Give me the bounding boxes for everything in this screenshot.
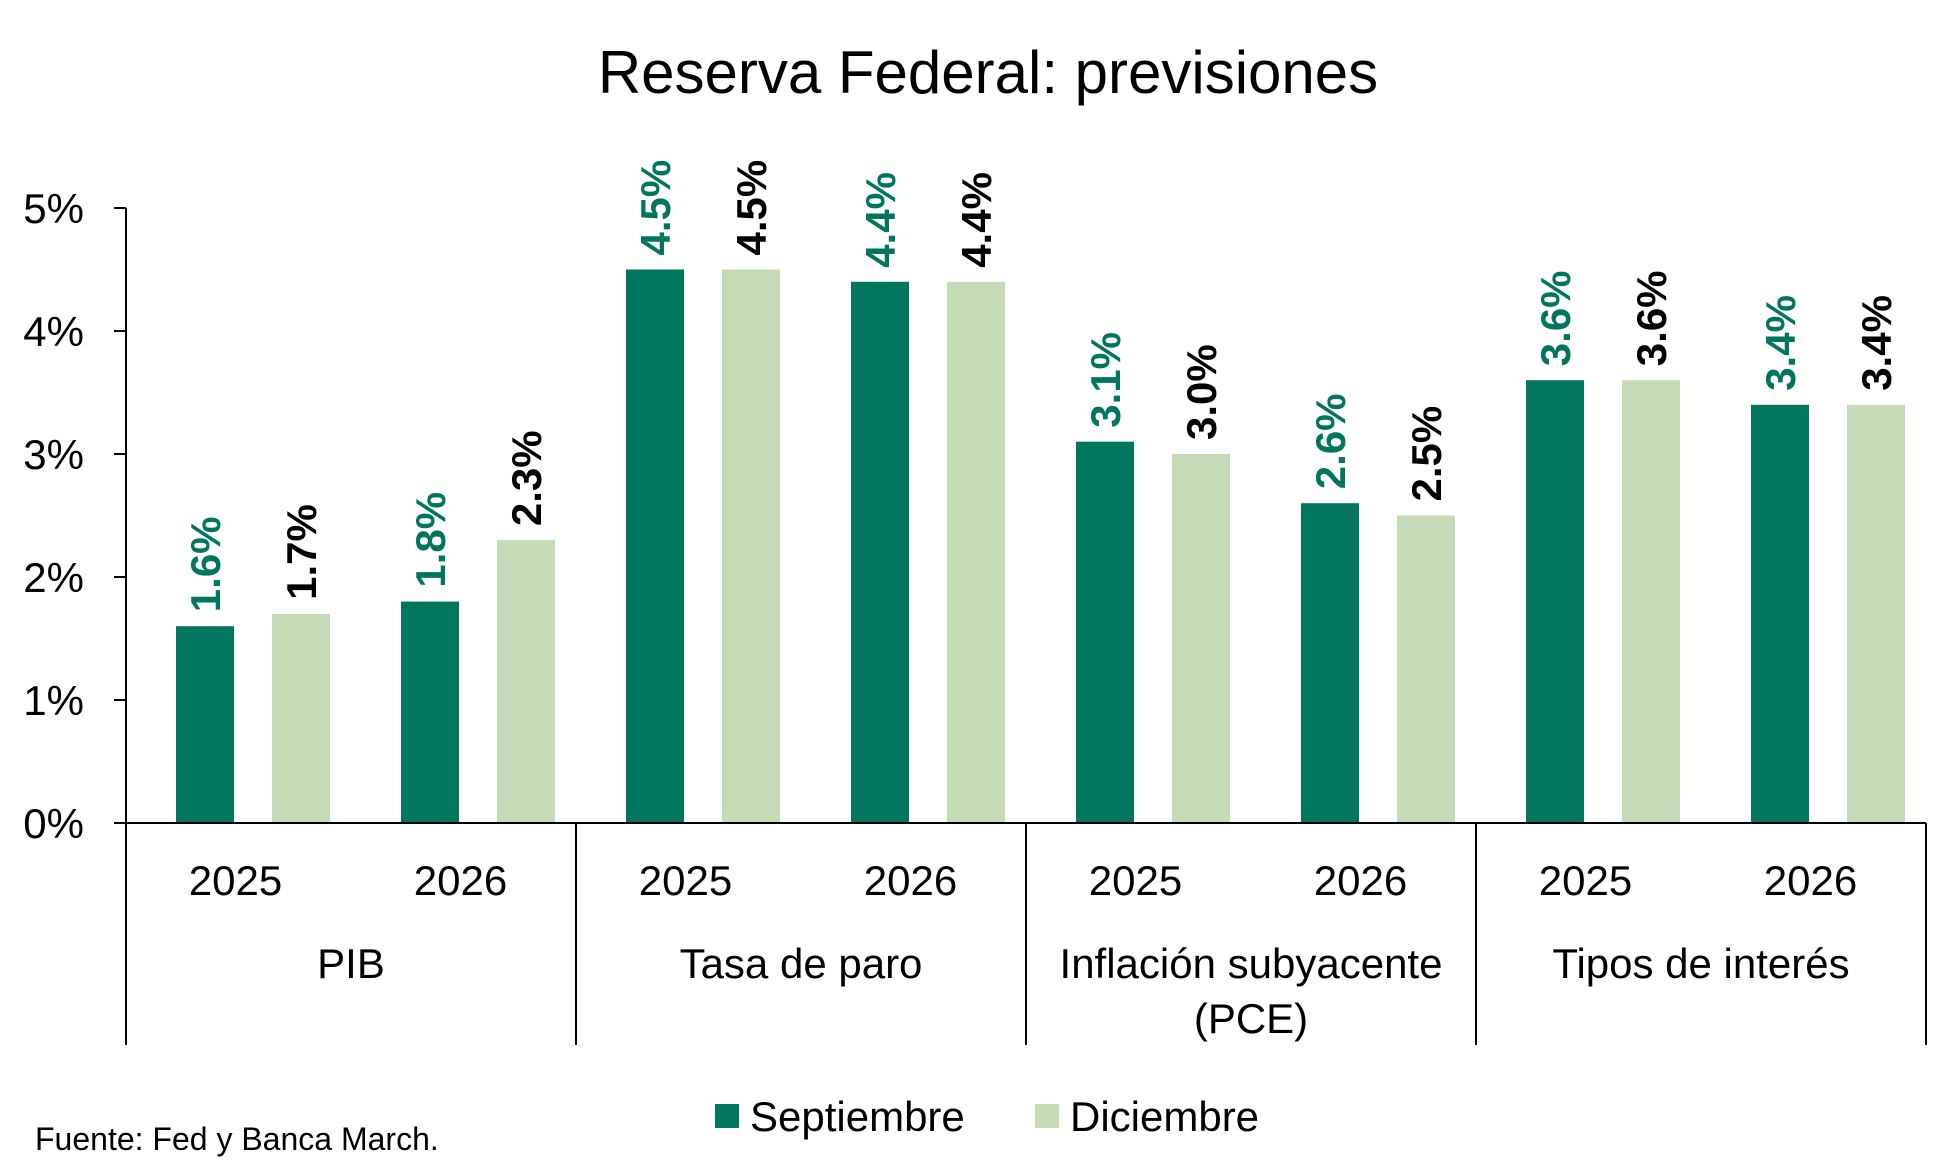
bar-diciembre bbox=[1172, 454, 1230, 823]
bars bbox=[176, 269, 1905, 823]
data-label: 3.4% bbox=[1853, 295, 1900, 391]
x-tick-label: 2025 bbox=[639, 857, 732, 904]
data-label: 3.4% bbox=[1757, 295, 1804, 391]
data-label: 1.8% bbox=[407, 492, 454, 588]
y-tick-label: 4% bbox=[23, 308, 84, 355]
data-label: 4.5% bbox=[632, 160, 679, 256]
legend-label: Diciembre bbox=[1070, 1093, 1259, 1140]
bar-septiembre bbox=[626, 269, 684, 823]
legend: Septiembre Diciembre bbox=[715, 1093, 1259, 1140]
bar-septiembre bbox=[1301, 503, 1359, 823]
data-label: 3.1% bbox=[1082, 332, 1129, 428]
x-tick-label: 2026 bbox=[864, 857, 957, 904]
x-tick-label: 2026 bbox=[1764, 857, 1857, 904]
data-label: 3.0% bbox=[1178, 344, 1225, 440]
data-label: 4.5% bbox=[728, 160, 775, 256]
bar-diciembre bbox=[272, 613, 330, 823]
bar-diciembre bbox=[722, 269, 780, 823]
data-label: 4.4% bbox=[857, 172, 904, 268]
data-label: 4.4% bbox=[953, 172, 1000, 268]
bar-septiembre bbox=[851, 281, 909, 823]
x-tick-label: 2026 bbox=[414, 857, 507, 904]
data-label: 3.6% bbox=[1532, 270, 1579, 366]
bar-septiembre bbox=[176, 626, 234, 823]
data-labels: 1.6% 1.7% 1.8% 2.3% 4.5% 4.5% 4.4% 4.4% 3.1% 3.0%… bbox=[182, 160, 1900, 612]
data-label: 2.5% bbox=[1403, 406, 1450, 502]
bar-diciembre bbox=[1622, 380, 1680, 823]
bar-septiembre bbox=[401, 601, 459, 823]
bar-diciembre bbox=[497, 540, 555, 823]
data-label: 1.6% bbox=[182, 516, 229, 612]
group-label: PIB bbox=[317, 940, 385, 987]
group-label: Inflación subyacente bbox=[1060, 940, 1443, 987]
group-label: Tipos de interés bbox=[1552, 940, 1849, 987]
y-tick-label: 0% bbox=[23, 800, 84, 847]
data-label: 3.6% bbox=[1628, 270, 1675, 366]
group-label: Tasa de paro bbox=[680, 940, 923, 987]
bar-diciembre bbox=[1847, 404, 1905, 823]
group-label: (PCE) bbox=[1194, 995, 1308, 1042]
data-label: 2.3% bbox=[503, 430, 550, 526]
chart-title: Reserva Federal: previsiones bbox=[598, 39, 1378, 106]
x-axis: 2025 2026 PIB 2025 2026 Tasa de paro 2025 2026 I… bbox=[125, 822, 1927, 1045]
legend-swatch-septiembre bbox=[715, 1104, 739, 1128]
data-label: 2.6% bbox=[1307, 393, 1354, 489]
data-label: 1.7% bbox=[278, 504, 325, 600]
y-tick-label: 1% bbox=[23, 677, 84, 724]
legend-swatch-diciembre bbox=[1035, 1104, 1059, 1128]
x-tick-label: 2025 bbox=[1539, 857, 1632, 904]
y-tick-label: 5% bbox=[23, 185, 84, 232]
y-tick-label: 3% bbox=[23, 431, 84, 478]
y-tick-label: 2% bbox=[23, 554, 84, 601]
x-tick-label: 2026 bbox=[1314, 857, 1407, 904]
bar-septiembre bbox=[1076, 441, 1134, 823]
bar-diciembre bbox=[1397, 515, 1455, 823]
bar-septiembre bbox=[1751, 404, 1809, 823]
y-axis: 0% 1% 2% 3% 4% 5% bbox=[23, 185, 127, 847]
source-note: Fuente: Fed y Banca March. bbox=[35, 1121, 439, 1157]
x-tick-label: 2025 bbox=[189, 857, 282, 904]
x-tick-label: 2025 bbox=[1089, 857, 1182, 904]
legend-label: Septiembre bbox=[750, 1093, 965, 1140]
bar-diciembre bbox=[947, 281, 1005, 823]
bar-septiembre bbox=[1526, 380, 1584, 823]
